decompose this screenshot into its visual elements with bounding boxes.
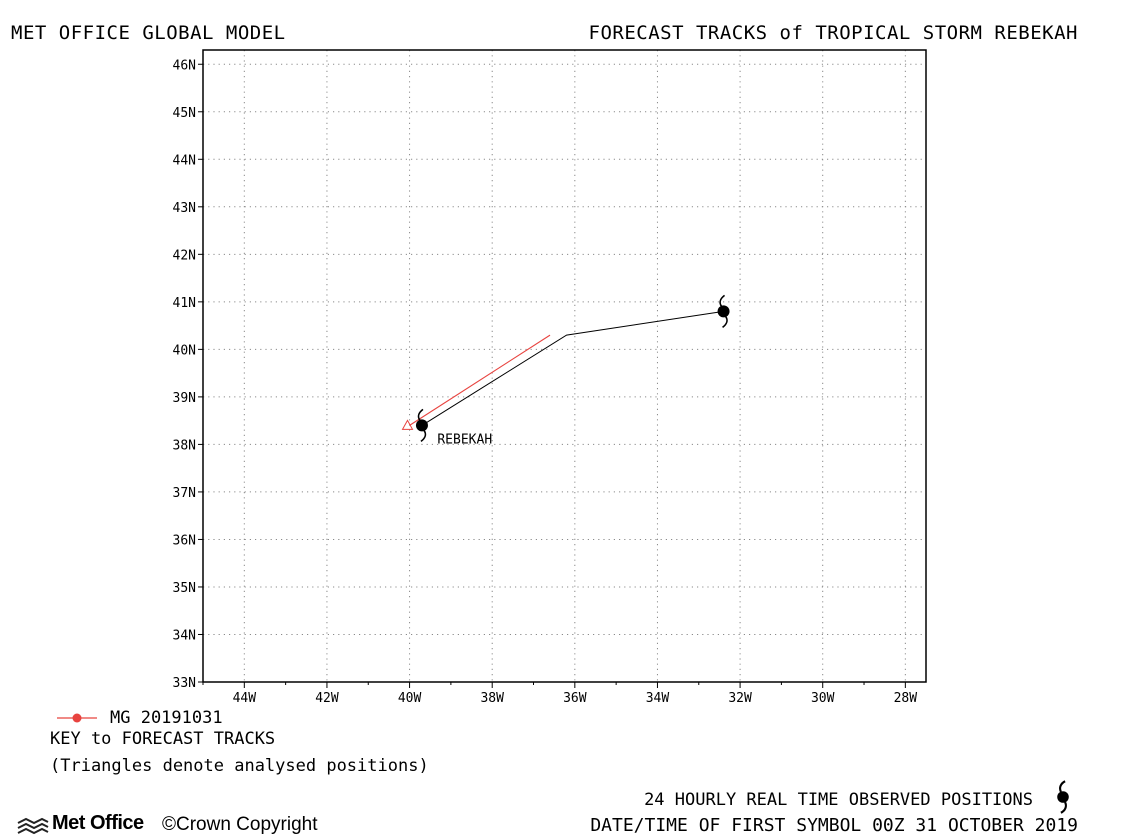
- x-tick-label: 30W: [811, 691, 835, 706]
- legend-label: MG 20191031: [110, 708, 223, 728]
- storm-symbol-arm: [417, 408, 424, 421]
- y-tick-label: 36N: [173, 533, 196, 548]
- y-tick-label: 39N: [173, 391, 196, 406]
- y-tick-label: 45N: [173, 106, 196, 121]
- tracks: [401, 310, 724, 430]
- storm-symbol-icon: [415, 408, 428, 443]
- analysed-position-triangle: [401, 419, 414, 430]
- observed-positions-note: 24 HOURLY REAL TIME OBSERVED POSITIONS: [644, 790, 1033, 810]
- legend-marker: [72, 713, 82, 723]
- met-office-brand: Met Office: [52, 812, 144, 834]
- y-tick-label: 43N: [173, 201, 196, 216]
- y-tick-label: 37N: [173, 486, 196, 501]
- storm-symbol-icon: [717, 294, 730, 328]
- legend: [57, 713, 97, 723]
- plot-frame: [202, 49, 927, 683]
- x-tick-label: 28W: [894, 691, 918, 706]
- x-axis: 44W 42W 40W 38W 36W 34W 32W 30W 28W: [202, 682, 918, 706]
- x-tick-label: 38W: [480, 691, 504, 706]
- x-tick-label: 32W: [728, 691, 752, 706]
- storm-name-label: REBEKAH: [437, 433, 492, 448]
- storm-symbol-core: [717, 305, 730, 318]
- header-left-title: MET OFFICE GLOBAL MODEL: [11, 22, 286, 44]
- y-tick-label: 33N: [173, 676, 196, 691]
- storm-symbols: REBEKAH: [415, 294, 730, 448]
- x-tick-label: 36W: [563, 691, 587, 706]
- y-tick-label: 41N: [173, 296, 196, 311]
- storm-symbol-core: [415, 419, 428, 432]
- y-tick-label: 40N: [173, 343, 196, 358]
- copyright-notice: ©Crown Copyright: [162, 814, 318, 835]
- x-tick-label: 34W: [646, 691, 670, 706]
- met-office-logo-icon: [17, 817, 49, 835]
- y-tick-label: 35N: [173, 581, 196, 596]
- observed-positions-icon: [1057, 780, 1069, 814]
- storm-symbol-arm: [719, 294, 726, 307]
- y-tick-label: 46N: [173, 58, 196, 73]
- y-tick-label: 44N: [173, 153, 196, 168]
- grid: [203, 50, 926, 683]
- legend-key-title: KEY to FORECAST TRACKS: [50, 729, 276, 749]
- y-tick-label: 34N: [173, 628, 196, 643]
- legend-key-note: (Triangles denote analysed positions): [50, 756, 429, 776]
- storm-symbol-arm: [722, 315, 728, 328]
- chart-title: FORECAST TRACKS of TROPICAL STORM REBEKA…: [588, 22, 1078, 44]
- x-tick-label: 42W: [315, 691, 339, 706]
- storm-symbol-arm: [420, 429, 427, 443]
- first-symbol-datetime: DATE/TIME OF FIRST SYMBOL 00Z 31 OCTOBER…: [590, 815, 1078, 836]
- y-tick-label: 42N: [173, 248, 196, 263]
- observed-track-line: [421, 310, 724, 426]
- y-tick-label: 38N: [173, 438, 196, 453]
- x-tick-label: 40W: [398, 691, 422, 706]
- x-tick-label: 44W: [233, 691, 257, 706]
- y-axis: 33N 34N 35N 36N 37N 38N 39N 40N 41N 42N 43N 44N 45N 4…: [173, 58, 203, 691]
- forecast-track-line: [409, 334, 551, 426]
